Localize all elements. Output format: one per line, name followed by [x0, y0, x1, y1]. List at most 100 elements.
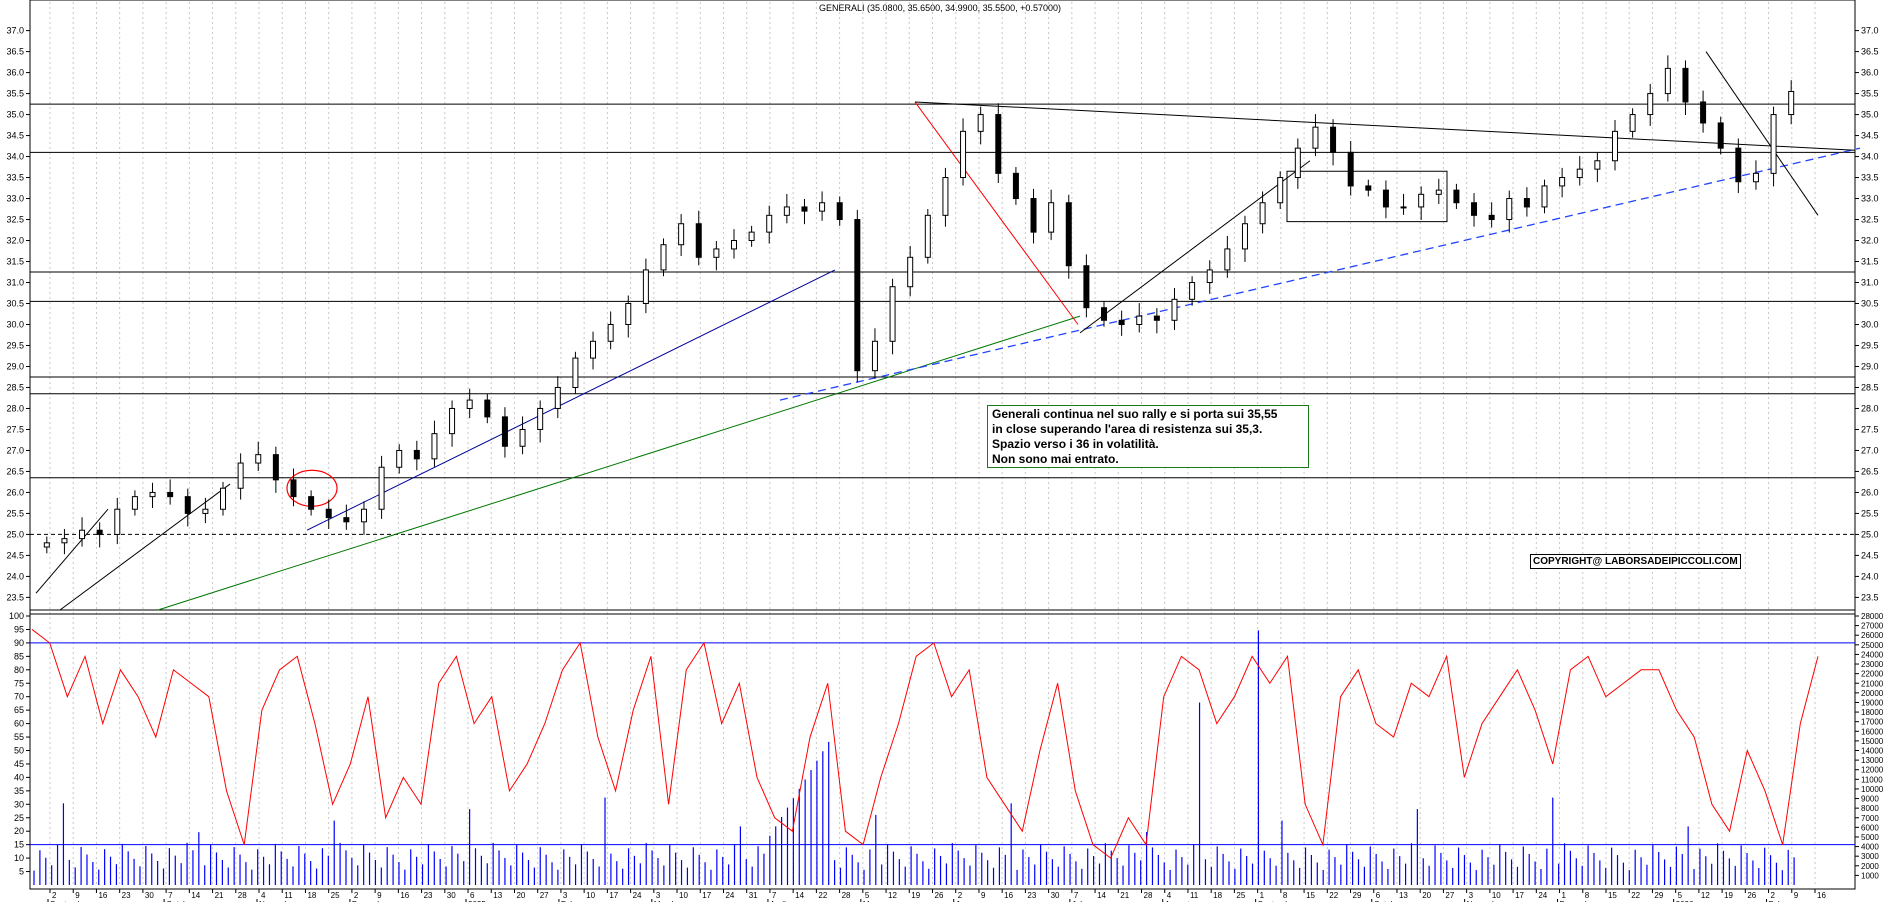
day-label: 10: [679, 891, 688, 900]
price-tick-label-left: 28.0: [6, 403, 24, 413]
day-label: 23: [1027, 891, 1036, 900]
candle-body: [1118, 319, 1125, 325]
price-tick-label-right: 34.5: [1861, 131, 1879, 141]
price-tick-label-left: 35.0: [6, 110, 24, 120]
candle-body: [660, 244, 667, 271]
osc-tick-label: 80: [14, 665, 24, 675]
candle-body: [431, 433, 438, 460]
candle-body: [854, 219, 861, 372]
price-tick-label-right: 25.0: [1861, 529, 1879, 539]
candle-body: [1559, 177, 1566, 187]
day-label: 17: [702, 891, 711, 900]
candle-body: [642, 269, 649, 305]
price-tick-label-left: 28.5: [6, 382, 24, 392]
candle-body: [1647, 93, 1654, 116]
candle-body: [1471, 202, 1478, 216]
day-label: 22: [818, 891, 827, 900]
vol-tick-label: 23000: [1861, 660, 1884, 669]
candle-body: [1453, 189, 1460, 204]
trend-lines: [35, 51, 1861, 611]
vol-tick-label: 8000: [1861, 804, 1879, 813]
month-label: February: [1769, 900, 1801, 902]
price-tick-label-right: 33.5: [1861, 173, 1879, 183]
day-label: 11: [284, 891, 293, 900]
price-tick-label-right: 24.5: [1861, 550, 1879, 560]
price-tick-label-right: 26.5: [1861, 466, 1879, 476]
candle-body: [1752, 172, 1759, 183]
day-label: 20: [1422, 891, 1431, 900]
price-tick-label-right: 27.0: [1861, 445, 1879, 455]
vol-tick-label: 1000: [1861, 871, 1879, 880]
candle-body: [1153, 315, 1160, 321]
price-tick-label-left: 32.5: [6, 215, 24, 225]
day-label: 22: [1631, 891, 1640, 900]
price-tick-label-left: 29.5: [6, 340, 24, 350]
candle-body: [1788, 90, 1795, 116]
day-label: 6: [1376, 891, 1381, 900]
candle-body: [625, 303, 632, 325]
oscillator-panel-frame: [29, 613, 1856, 890]
month-label: 2026: [1676, 900, 1694, 902]
trend-line-early-2: [35, 508, 109, 594]
candle-body: [1400, 206, 1407, 209]
day-label: 19: [911, 891, 920, 900]
candle-body: [695, 223, 702, 258]
day-label: 15: [1608, 891, 1617, 900]
day-label: 16: [1004, 891, 1013, 900]
candle-body: [343, 517, 350, 523]
candle-body: [572, 357, 579, 388]
copyright-label: COPYRIGHT@ LABORSADEIPICCOLI.COM: [1530, 554, 1741, 569]
candle-body: [678, 223, 685, 246]
candle-body: [748, 231, 755, 242]
day-label: 13: [1399, 891, 1408, 900]
day-label: 10: [586, 891, 595, 900]
day-label: 16: [98, 891, 107, 900]
osc-tick-label: 15: [14, 840, 24, 850]
candle-body: [1294, 147, 1301, 179]
osc-tick-label: 75: [14, 678, 24, 688]
trend-line-green: [157, 315, 1081, 611]
price-tick-label-left: 32.0: [6, 236, 24, 246]
candle-body: [1770, 114, 1777, 174]
candle-body: [61, 538, 68, 544]
price-tick-label-right: 37.0: [1861, 26, 1879, 36]
price-tick-label-right: 28.0: [1861, 403, 1879, 413]
day-label: 8: [1585, 891, 1590, 900]
month-label: March: [654, 900, 676, 902]
vol-tick-label: 4000: [1861, 843, 1879, 852]
price-tick-label-left: 34.0: [6, 152, 24, 162]
price-tick-label-right: 25.5: [1861, 508, 1879, 518]
price-tick-label-left: 33.0: [6, 194, 24, 204]
month-label: October: [166, 900, 195, 902]
day-label: 7: [168, 891, 173, 900]
chart-title: GENERALI (35.0800, 35.6500, 34.9900, 35.…: [819, 3, 1061, 13]
price-tick-label-left: 30.0: [6, 319, 24, 329]
month-label: February: [561, 900, 593, 902]
day-label: 30: [1051, 891, 1060, 900]
candle-body: [290, 479, 297, 498]
candle-body: [1277, 177, 1284, 204]
candle-body: [96, 529, 103, 535]
osc-tick-label: 55: [14, 732, 24, 742]
vol-tick-label: 16000: [1861, 727, 1884, 736]
vol-tick-label: 20000: [1861, 689, 1884, 698]
price-tick-label-right: 31.0: [1861, 278, 1879, 288]
day-label: 18: [307, 891, 316, 900]
month-label: December: [352, 900, 389, 902]
candle-body: [766, 214, 773, 233]
vol-tick-label: 15000: [1861, 737, 1884, 746]
candle-body: [889, 286, 896, 342]
price-tick-label-right: 29.5: [1861, 340, 1879, 350]
candle-body: [960, 130, 967, 179]
candle-body: [1506, 198, 1513, 221]
candle-body: [79, 529, 86, 540]
price-tick-label-right: 32.5: [1861, 215, 1879, 225]
candle-body: [590, 340, 597, 359]
candle-body: [220, 487, 227, 510]
osc-tick-label: 85: [14, 651, 24, 661]
downtrend-line: [1705, 51, 1819, 216]
candle-body: [519, 428, 526, 447]
vol-tick-label: 13000: [1861, 756, 1884, 765]
candle-body: [413, 449, 420, 460]
day-label: 2: [1771, 891, 1776, 900]
